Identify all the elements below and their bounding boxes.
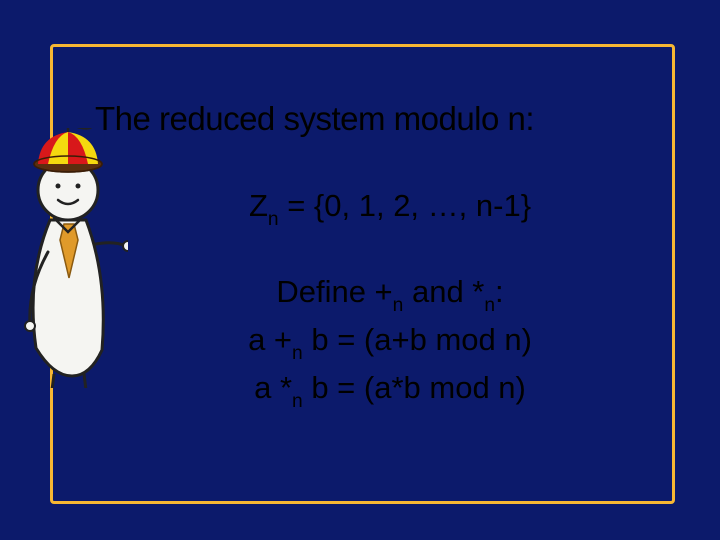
zn-sub: n	[268, 209, 279, 230]
line-add-def: a +n b = (a+b mod n)	[95, 318, 685, 366]
mul-post: b = (a*b mod n)	[303, 370, 526, 405]
zn-pre: Z	[249, 188, 268, 223]
line-mul-def: a *n b = (a*b mod n)	[95, 366, 685, 414]
mul-pre: a *	[254, 370, 292, 405]
def-mid: and *	[403, 274, 484, 309]
line-zn-set: Zn = {0, 1, 2, …, n-1}	[95, 184, 685, 232]
mul-sub: n	[292, 391, 303, 412]
def-pre: Define +	[276, 274, 392, 309]
add-pre: a +	[248, 322, 292, 357]
zn-post: = {0, 1, 2, …, n-1}	[279, 188, 531, 223]
add-sub: n	[292, 343, 303, 364]
def-post: :	[495, 274, 504, 309]
def-sub2: n	[484, 295, 495, 316]
line-define-ops: Define +n and *n:	[95, 270, 685, 318]
slide-title: The reduced system modulo n:	[95, 100, 685, 138]
math-lines: Zn = {0, 1, 2, …, n-1} Define +n and *n:…	[95, 184, 685, 414]
def-sub1: n	[393, 295, 404, 316]
slide-content: The reduced system modulo n: Zn = {0, 1,…	[95, 100, 685, 414]
add-post: b = (a+b mod n)	[303, 322, 532, 357]
